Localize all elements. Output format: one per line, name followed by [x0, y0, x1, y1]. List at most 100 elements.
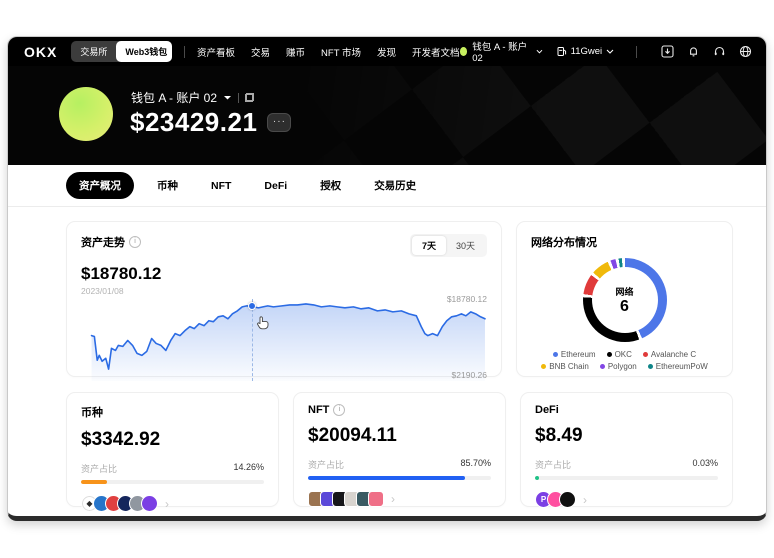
tab-tokens[interactable]: 币种 — [157, 180, 178, 192]
legend-dot — [541, 364, 547, 369]
y-max-label: $18780.12 — [446, 294, 487, 304]
polygon-icon — [141, 495, 158, 512]
tab-nft[interactable]: NFT — [211, 179, 232, 192]
range-selector: 7天 30天 — [409, 234, 487, 257]
tab-history[interactable]: 交易历史 — [374, 180, 417, 192]
token-icons-row: ◆ › — [81, 495, 264, 512]
asset-trend-title: 资产走势 — [81, 237, 125, 249]
ratio-label: 资产占比 — [535, 460, 572, 470]
tab-asset-overview[interactable]: 资产概况 — [66, 172, 134, 199]
progress-track — [535, 476, 718, 480]
ratio-label: 资产占比 — [308, 460, 345, 470]
toggle-exchange[interactable]: 交易所 — [80, 47, 108, 57]
nav-item-trade[interactable]: 交易 — [251, 47, 271, 59]
nav-item-discover[interactable]: 发现 — [376, 47, 396, 59]
legend-dot — [606, 352, 612, 357]
tokens-summary-card[interactable]: 币种 $3342.92 资产占比 14.26% ◆ › — [66, 392, 279, 512]
trend-current-value: $18780.12 — [81, 264, 162, 283]
download-app-icon[interactable] — [661, 45, 674, 58]
y-min-label: $2190.26 — [451, 370, 487, 380]
legend-item-polygon: Polygon — [599, 362, 637, 371]
legend-dot — [642, 352, 648, 357]
progress-fill — [81, 480, 108, 484]
nft-icons-row: › — [308, 491, 491, 507]
main-content: 资产走势 i 7天 30天 $18780.12 2023/01/08 $1878… — [8, 207, 766, 512]
support-headset-icon[interactable] — [713, 45, 726, 58]
nft-summary-card[interactable]: NFT i $20094.11 资产占比 85.70% › — [293, 392, 506, 507]
network-donut-chart[interactable]: 网络 6 — [582, 258, 667, 342]
chevron-down-icon — [606, 49, 614, 54]
range-7d-button[interactable]: 7天 — [411, 236, 446, 255]
trend-current-date: 2023/01/08 — [81, 286, 124, 296]
nft-card-title: NFT — [308, 404, 330, 416]
language-globe-icon[interactable] — [739, 45, 752, 58]
chevron-down-icon[interactable] — [223, 95, 232, 101]
defi-card-value: $8.49 — [535, 425, 583, 446]
defi-summary-card[interactable]: DeFi $8.49 资产占比 0.03% P › — [520, 392, 733, 508]
gas-price-label: 11Gwei — [570, 46, 603, 57]
tab-approvals[interactable]: 授权 — [320, 180, 342, 192]
legend-item-bnb-chain: BNB Chain — [541, 362, 589, 371]
defi-card-title: DeFi — [535, 404, 559, 416]
gas-price-selector[interactable]: 11Gwei — [557, 46, 615, 57]
donut-center: 网络 6 — [583, 258, 667, 342]
ratio-percent: 14.26% — [233, 462, 264, 472]
product-toggle: 交易所 Web3钱包 — [71, 41, 173, 62]
nft-card-value: $20094.11 — [308, 425, 397, 446]
protocol-dark-icon — [559, 491, 576, 508]
tab-defi[interactable]: DeFi — [264, 179, 288, 192]
okx-logo: OKX — [24, 43, 58, 60]
progress-fill — [308, 476, 465, 480]
network-legend: Ethereum OKC Avalanche C BNB Chain Polyg… — [531, 350, 718, 371]
divider — [184, 45, 185, 58]
range-30d-button[interactable]: 30天 — [455, 241, 475, 251]
tokens-card-title: 币种 — [81, 407, 103, 419]
legend-item-ethereumpow: EthereumPoW — [647, 362, 708, 371]
asset-tabbar: 资产概况 币种 NFT DeFi 授权 交易历史 — [8, 165, 766, 207]
toggle-web3-wallet[interactable]: Web3钱包 — [116, 41, 173, 62]
asset-trend-card: 资产走势 i 7天 30天 $18780.12 2023/01/08 $1878… — [66, 221, 502, 381]
wallet-avatar — [59, 87, 113, 141]
network-card-title: 网络分布情况 — [531, 237, 597, 249]
info-icon[interactable]: i — [129, 236, 141, 248]
info-icon[interactable]: i — [333, 404, 346, 416]
nft-thumb-6 — [368, 491, 384, 507]
tokens-card-value: $3342.92 — [81, 429, 161, 450]
network-distribution-card: 网络分布情况 网络 6 Ethereum OKC Avalanche C BNB… — [516, 221, 733, 377]
top-navbar: OKX 交易所 Web3钱包 资产看板 交易 赚币 NFT 市场 发现 开发者文… — [8, 37, 766, 66]
total-balance: $23429.21 — [130, 107, 258, 137]
nav-item-dev-docs[interactable]: 开发者文档 — [411, 47, 460, 59]
progress-fill — [535, 476, 539, 480]
more-actions-button[interactable]: ··· — [267, 113, 292, 132]
donut-center-label: 网络 — [615, 287, 634, 297]
ratio-label: 资产占比 — [81, 464, 118, 474]
account-selector[interactable]: 钱包 A - 账户 02 — [459, 39, 543, 64]
nav-item-earn[interactable]: 赚币 — [286, 47, 306, 59]
navbar-icon-group — [661, 45, 752, 58]
legend-item-avalanche: Avalanche C — [642, 350, 696, 359]
wallet-avatar-dot — [459, 47, 468, 56]
ratio-percent: 0.03% — [692, 458, 718, 468]
nav-menu: 资产看板 交易 赚币 NFT 市场 发现 开发者文档 — [197, 45, 460, 59]
legend-dot — [599, 364, 605, 369]
line-chart-svg — [81, 299, 487, 381]
navbar-right: 钱包 A - 账户 02 11Gwei — [459, 39, 753, 64]
divider — [636, 45, 637, 58]
defi-icons-row: P › — [535, 491, 718, 508]
copy-address-icon[interactable] — [245, 93, 255, 102]
chevron-right-icon[interactable]: › — [583, 492, 587, 507]
notifications-bell-icon[interactable] — [687, 45, 700, 58]
legend-dot — [552, 352, 558, 357]
wallet-header: 钱包 A - 账户 02 $23429.21 ··· — [8, 66, 766, 165]
chevron-right-icon[interactable]: › — [391, 492, 395, 506]
ratio-percent: 85.70% — [460, 458, 491, 468]
line-chart[interactable]: $18780.12 $2190.26 — [81, 294, 487, 381]
donut-center-value: 6 — [620, 298, 629, 315]
app-window: OKX 交易所 Web3钱包 资产看板 交易 赚币 NFT 市场 发现 开发者文… — [7, 36, 767, 521]
nav-item-asset-board[interactable]: 资产看板 — [196, 47, 235, 59]
nav-item-nft-market[interactable]: NFT 市场 — [321, 47, 361, 59]
chevron-right-icon[interactable]: › — [165, 496, 169, 511]
wallet-name: 钱包 A - 账户 02 — [131, 91, 218, 105]
divider — [238, 92, 240, 103]
legend-item-ethereum: Ethereum — [552, 350, 596, 359]
